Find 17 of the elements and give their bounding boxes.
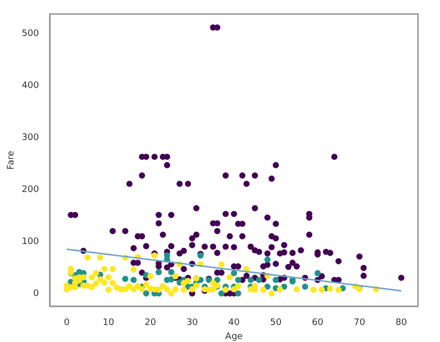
y-tick-label: 0: [33, 288, 40, 299]
x-tick-label: 50: [270, 318, 282, 328]
x-tick-label: 20: [144, 318, 156, 328]
y-tick-label: 300: [22, 132, 40, 143]
y-tick-label: 500: [22, 29, 40, 40]
y-tick-label: 400: [22, 81, 40, 92]
x-tick-label: 70: [354, 318, 366, 328]
y-tick-label: 100: [22, 236, 40, 247]
x-tick-label: 60: [312, 318, 324, 328]
x-tick-label: 80: [396, 318, 408, 328]
x-tick-label: 30: [186, 318, 198, 328]
x-axis-title: Age: [225, 332, 244, 342]
y-tick-label: 200: [22, 184, 40, 195]
y-axis-title: Fare: [6, 150, 17, 170]
x-tick-label: 40: [228, 318, 240, 328]
x-tick-label: 0: [64, 318, 70, 328]
x-tick-label: 10: [102, 318, 115, 328]
